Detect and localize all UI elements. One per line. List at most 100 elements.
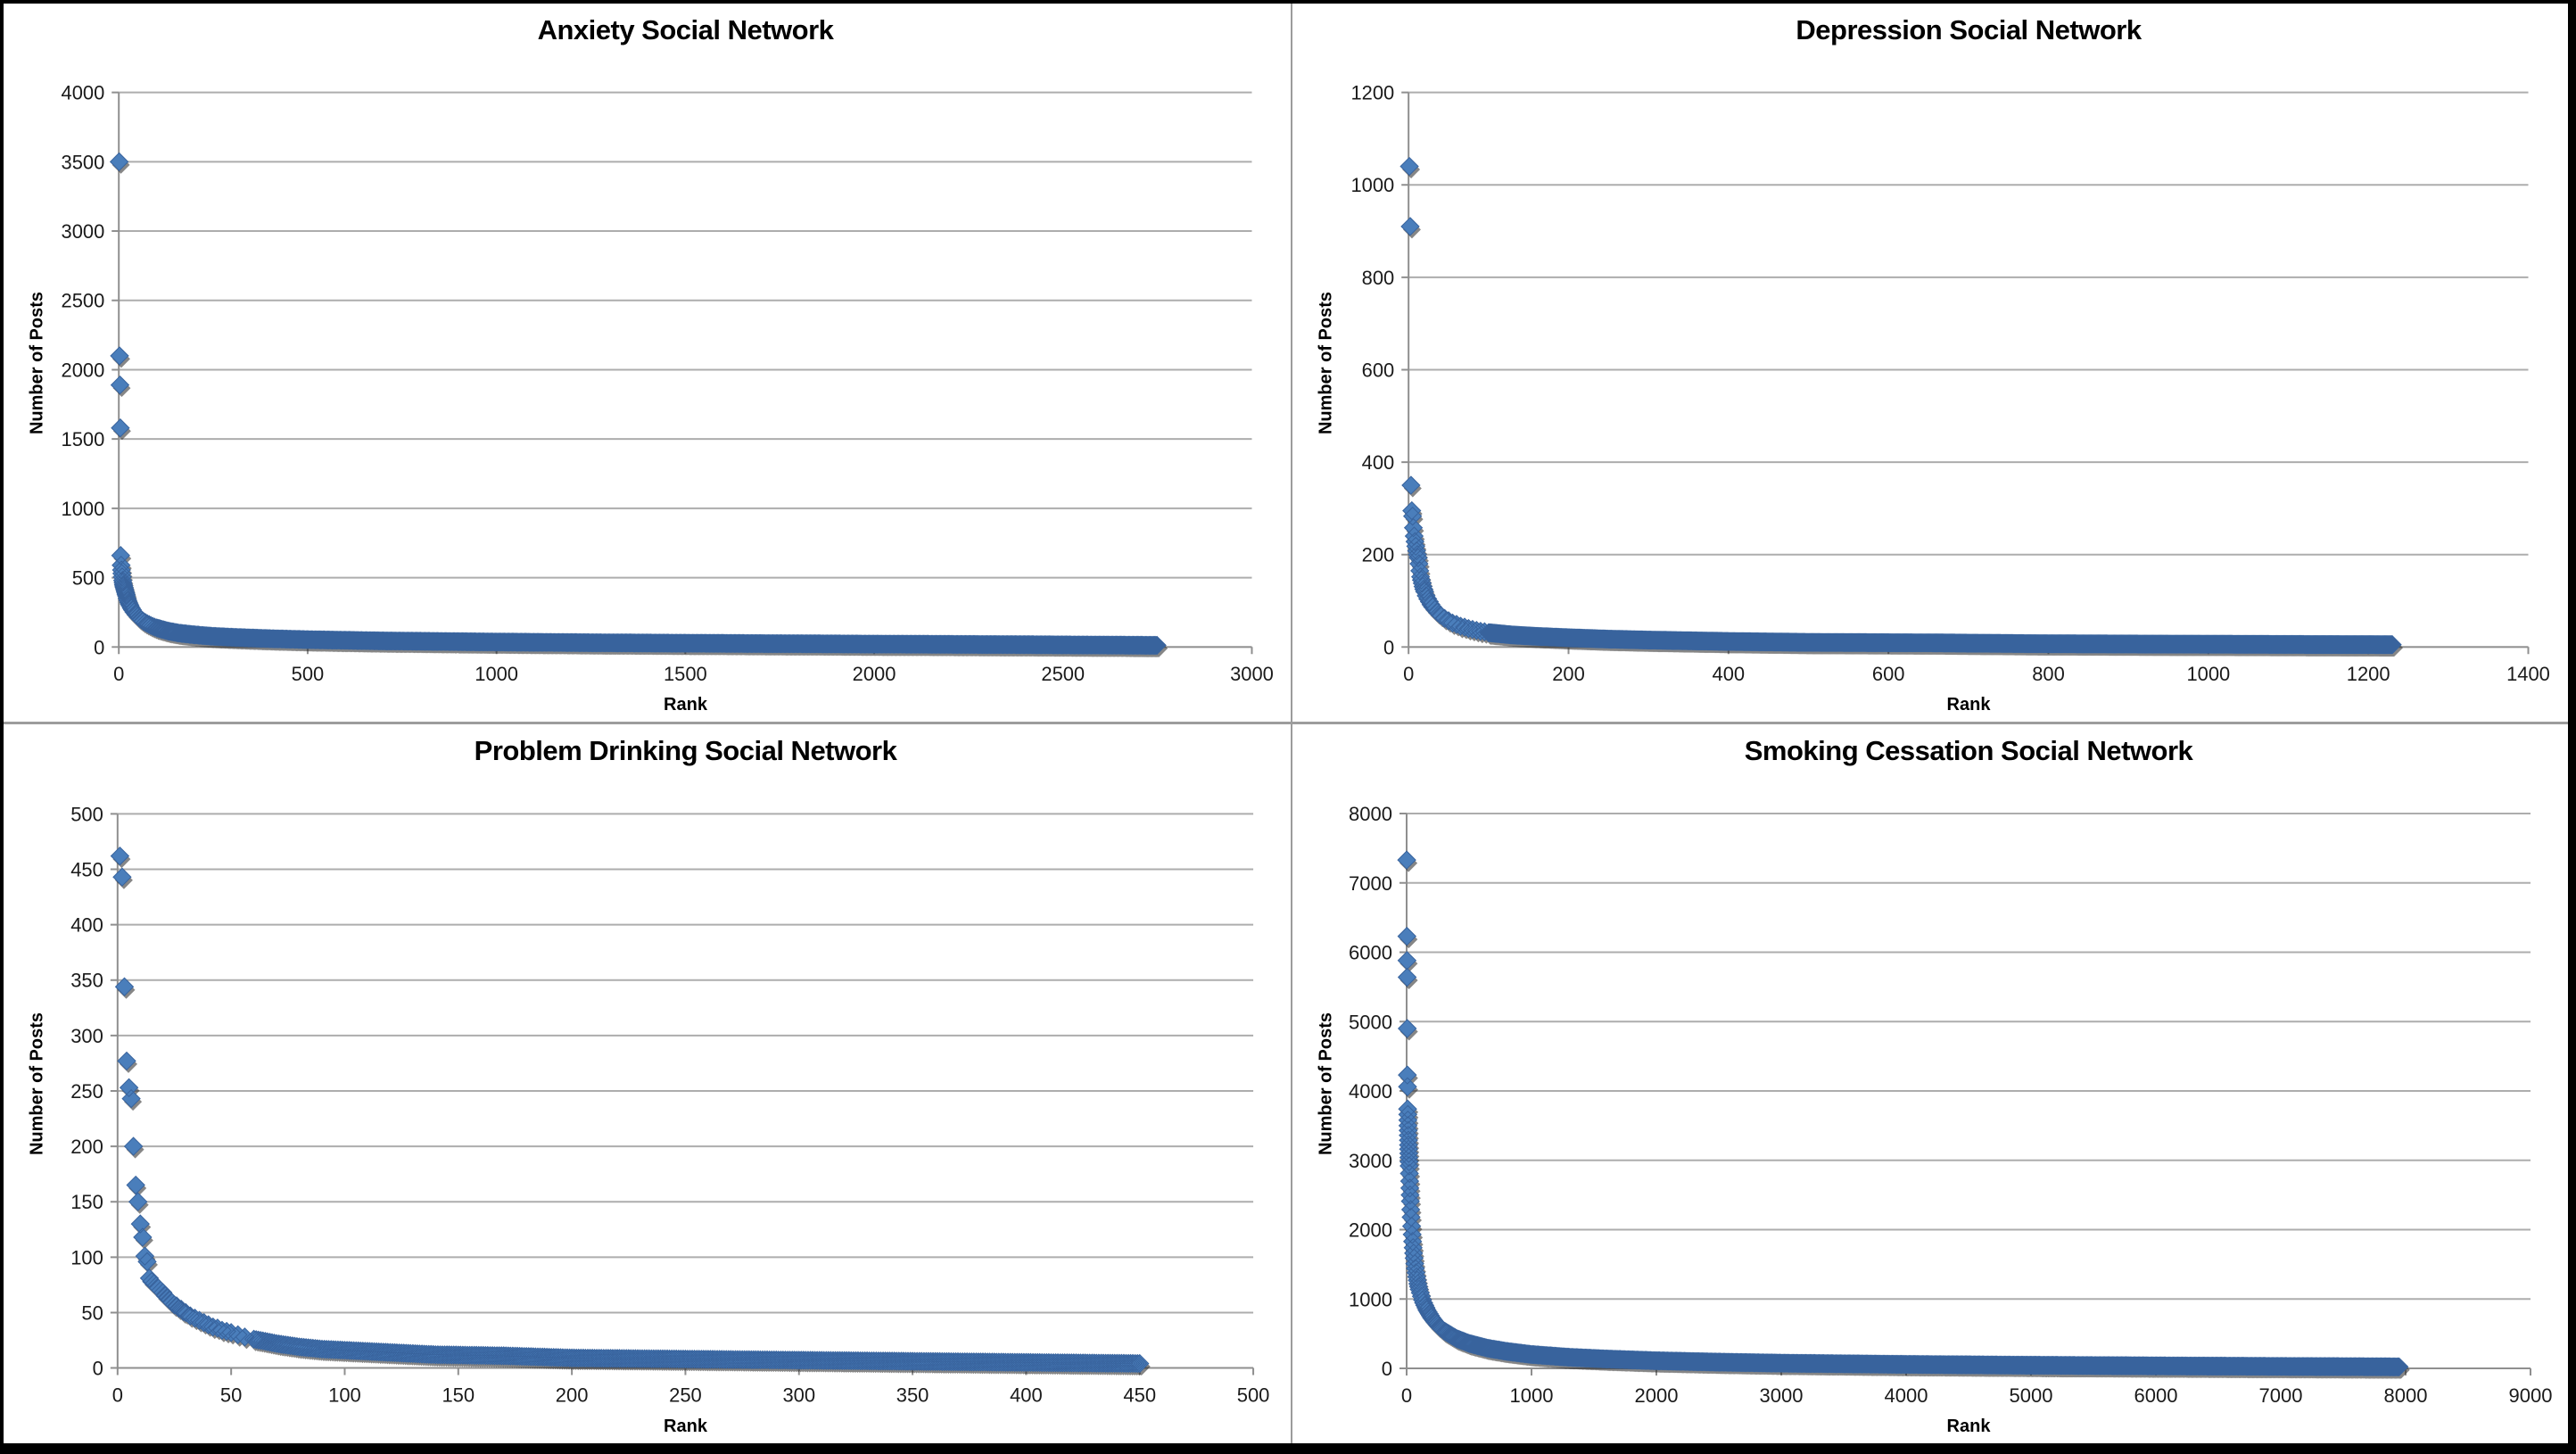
- x-tick-label: 6000: [2134, 1384, 2178, 1407]
- y-axis-title: Number of Posts: [27, 291, 47, 434]
- y-tick-label: 7000: [1349, 872, 1392, 895]
- y-tick-label: 1000: [1351, 174, 1395, 196]
- x-axis-title: Rank: [664, 695, 707, 715]
- plot-area: 0 50 100 150 200 250 300 350 400 450 500 0 50 100 150 2…: [70, 803, 1270, 1407]
- x-tick-label: 8000: [2384, 1384, 2428, 1407]
- y-axis-title: Number of Posts: [27, 1012, 47, 1156]
- x-axis-title: Rank: [664, 1417, 707, 1436]
- y-tick-label: 2000: [62, 359, 105, 381]
- x-tick-label: 0: [1401, 1384, 1412, 1407]
- chart-depression: Depression Social Network Number of Post…: [1292, 4, 2568, 724]
- y-tick-label: 200: [1362, 544, 1395, 566]
- x-tick-label: 7000: [2259, 1384, 2303, 1407]
- x-tick-label: 250: [669, 1384, 702, 1407]
- x-tick-label: 100: [328, 1384, 361, 1407]
- y-tick-label: 1500: [62, 428, 105, 450]
- y-tick-label: 500: [70, 803, 103, 825]
- y-tick-label: 300: [70, 1025, 103, 1047]
- y-tick-label: 800: [1362, 267, 1395, 289]
- y-tick-label: 0: [93, 1358, 103, 1380]
- x-tick-label: 200: [1552, 663, 1585, 685]
- x-tick-label: 0: [112, 1384, 123, 1407]
- chart-title: Problem Drinking Social Network: [474, 735, 897, 766]
- y-axis-title: Number of Posts: [1316, 1012, 1336, 1156]
- plot-area: 0 200 400 600 800 1000 1200 0 200 400 600 800 1000 12…: [1351, 82, 2550, 686]
- y-tick-label: 0: [94, 636, 104, 658]
- y-tick-label: 0: [1382, 1358, 1392, 1380]
- x-tick-label: 2000: [1635, 1384, 1679, 1407]
- x-tick-label: 500: [1237, 1384, 1270, 1407]
- chart-anxiety: Anxiety Social Network Number of Posts 0…: [4, 4, 1292, 724]
- x-tick-label: 300: [782, 1384, 815, 1407]
- x-tick-label: 4000: [1885, 1384, 1928, 1407]
- y-tick-label: 1000: [62, 498, 105, 520]
- y-tick-label: 0: [1383, 636, 1394, 658]
- x-tick-label: 350: [896, 1384, 929, 1407]
- x-tick-label: 2000: [853, 663, 896, 685]
- y-tick-label: 3500: [62, 151, 105, 173]
- tick-marks: [110, 813, 1255, 1376]
- y-tick-label: 3000: [62, 220, 105, 243]
- scatter-shadow: [1399, 854, 2410, 1379]
- y-tick-label: 600: [1362, 359, 1395, 381]
- y-tick-label: 450: [70, 859, 103, 881]
- chart-smoking-cessation: Smoking Cessation Social Network Number …: [1292, 724, 2568, 1443]
- gridlines: [117, 813, 1254, 1369]
- x-tick-label: 9000: [2509, 1384, 2553, 1407]
- x-tick-label: 800: [2032, 663, 2065, 685]
- chart-title: Anxiety Social Network: [537, 14, 834, 45]
- x-tick-label: 1400: [2506, 663, 2550, 685]
- y-tick-label: 4000: [62, 82, 105, 104]
- y-axis-title: Number of Posts: [1316, 291, 1336, 434]
- x-tick-label: 0: [113, 663, 124, 685]
- x-tick-label: 3000: [1230, 663, 1274, 685]
- y-tick-label: 3000: [1349, 1150, 1392, 1172]
- scatter-points: [1399, 156, 2402, 655]
- plot-area: 0 500 1000 1500 2000 2500 3000 3500 4000 0 500 1000…: [62, 82, 1274, 686]
- x-tick-label: 50: [220, 1384, 242, 1407]
- x-tick-label: 600: [1872, 663, 1905, 685]
- tick-marks: [111, 91, 1253, 655]
- x-axis-title: Rank: [1946, 695, 1991, 715]
- x-tick-label: 2500: [1041, 663, 1085, 685]
- y-tick-label: 350: [70, 970, 103, 992]
- gridlines: [1407, 813, 2531, 1369]
- y-tick-label: 6000: [1349, 942, 1392, 964]
- plot-area: 0 1000 2000 3000 4000 5000 6000 7000 8000 0 1000 20…: [1349, 803, 2553, 1407]
- x-axis-title: Rank: [1946, 1417, 1991, 1436]
- y-tick-label: 1200: [1351, 82, 1395, 104]
- scatter-points: [109, 152, 1167, 656]
- y-tick-label: 400: [70, 914, 103, 937]
- chart-problem-drinking: Problem Drinking Social Network Number o…: [4, 724, 1292, 1443]
- scatter-shadow: [112, 850, 1151, 1376]
- y-tick-label: 5000: [1349, 1011, 1392, 1033]
- gridlines: [1408, 91, 2529, 649]
- y-tick-label: 2500: [62, 290, 105, 312]
- x-tick-label: 400: [1010, 1384, 1043, 1407]
- x-tick-label: 150: [442, 1384, 475, 1407]
- x-tick-label: 200: [556, 1384, 589, 1407]
- x-tick-label: 500: [292, 663, 325, 685]
- chart-title: Smoking Cessation Social Network: [1744, 735, 2193, 766]
- x-tick-label: 400: [1713, 663, 1746, 685]
- y-tick-label: 50: [81, 1301, 103, 1324]
- x-tick-label: 1000: [475, 663, 518, 685]
- scatter-shadow: [1402, 161, 2404, 657]
- x-tick-label: 3000: [1760, 1384, 1804, 1407]
- tick-marks: [1399, 813, 2531, 1376]
- x-tick-label: 5000: [2010, 1384, 2053, 1407]
- chart-title: Depression Social Network: [1796, 14, 2142, 45]
- y-tick-label: 200: [70, 1136, 103, 1158]
- x-tick-label: 1000: [1510, 1384, 1554, 1407]
- x-tick-label: 1000: [2186, 663, 2230, 685]
- y-tick-label: 250: [70, 1080, 103, 1103]
- scatter-points: [1397, 850, 2409, 1377]
- scatter-points: [110, 846, 1150, 1374]
- y-tick-label: 1000: [1349, 1288, 1392, 1310]
- y-tick-label: 500: [72, 567, 105, 590]
- y-tick-label: 2000: [1349, 1219, 1392, 1242]
- y-tick-label: 8000: [1349, 803, 1392, 825]
- tick-marks: [1401, 91, 2530, 655]
- gridlines: [119, 91, 1252, 649]
